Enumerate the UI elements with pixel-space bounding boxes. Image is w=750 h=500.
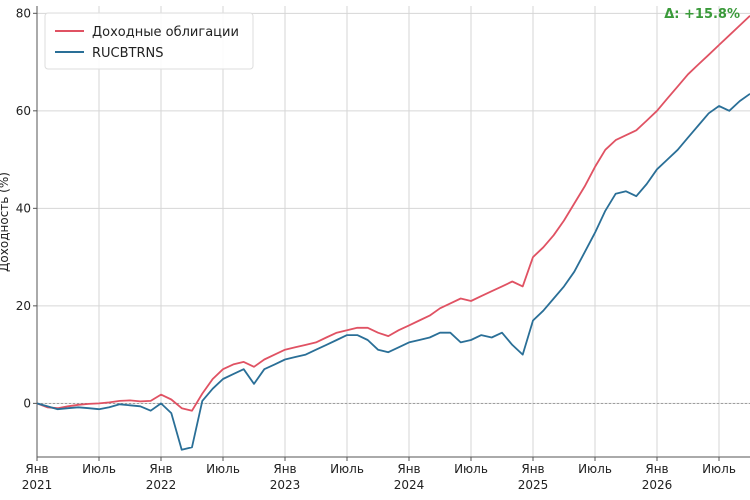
x-tick-label: Июль [702,462,736,476]
x-tick-labels: Янв 2021 Июль Янв 2022 Июль Янв 2023 Июль Янв 2024… [22,457,736,492]
legend-label: Доходные облигации [92,25,239,40]
y-axis-title: Доходность (%) [0,172,11,272]
y-tick-label: 20 [16,299,31,313]
x-tick-label: Янв [149,462,172,476]
x-tick-year-label: 2026 [642,478,673,492]
series-line [36,15,750,412]
y-tick-label: 40 [16,201,31,215]
x-tick-label: Янв [397,462,420,476]
legend-label: RUCBTRNS [92,46,164,61]
x-tick-year-label: 2021 [22,478,53,492]
x-tick-label: Июль [330,462,364,476]
legend: Доходные облигации RUCBTRNS [44,12,254,70]
x-tick-label: Июль [454,462,488,476]
x-tick-label: Янв [521,462,544,476]
delta-annotation: Δ: +15.8% [664,7,740,22]
x-tick-label: Июль [206,462,240,476]
x-tick-year-label: 2024 [394,478,425,492]
legend-box [44,12,254,70]
x-tick-label: Янв [25,462,48,476]
x-tick-label: Янв [273,462,296,476]
x-tick-year-label: 2025 [518,478,549,492]
series-line [36,93,750,451]
grid-lines [36,6,750,458]
x-tick-label: Июль [578,462,612,476]
x-tick-year-label: 2023 [270,478,301,492]
series-lines [36,15,750,451]
x-tick-year-label: 2022 [146,478,177,492]
y-tick-labels: 0 20 40 60 80 [16,6,37,410]
y-tick-label: 80 [16,6,31,20]
y-tick-label: 60 [16,104,31,118]
x-tick-label: Янв [645,462,668,476]
x-tick-label: Июль [82,462,116,476]
y-tick-label: 0 [23,396,31,410]
